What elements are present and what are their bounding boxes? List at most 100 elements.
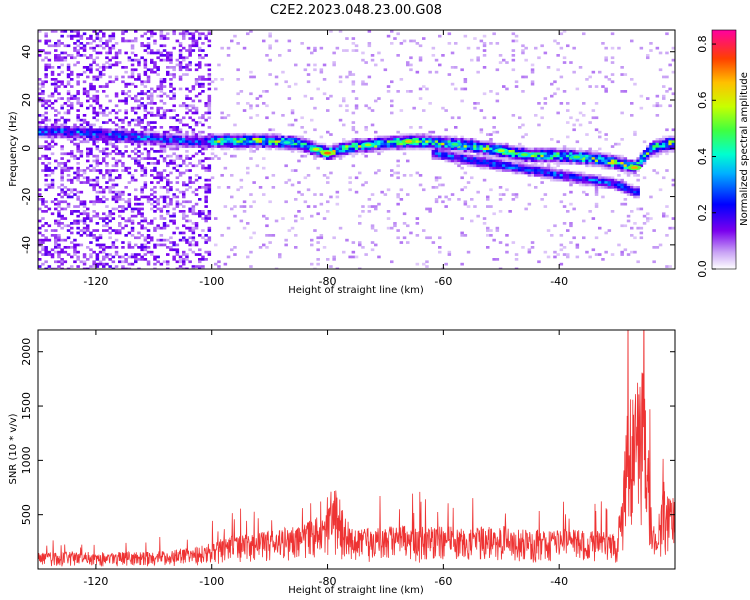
spectrogram-cell [239,90,244,93]
spectrogram-cell [665,169,669,172]
spectrogram-cell [658,243,663,247]
spectrogram-cell [143,126,148,129]
spectrogram-cell [268,58,272,62]
spectrogram-cell [377,142,381,146]
spectrogram-cell [207,82,212,86]
spectrogram-cell [57,128,61,132]
spectrogram-cell [95,90,100,93]
spectrogram-cell [255,138,260,141]
spectrogram-cell [66,130,71,134]
spectrogram-cell [255,145,260,148]
spectrogram-cell [38,130,42,134]
spectrogram-cell [630,169,634,172]
spectrogram-cell [233,205,237,208]
spectrogram-cell [505,157,509,160]
spectrogram-cell [50,73,55,76]
spectrogram-cell [82,114,87,117]
spectrogram-cell [428,130,432,134]
spectrogram-cell [534,152,538,156]
spectrogram-cell [402,133,407,136]
spectrogram-cell [102,111,106,115]
spectrogram-cell [79,212,84,216]
spectrogram-cell [44,200,48,204]
snr-xtick-label: -60 [434,575,452,588]
spectrogram-cell [38,78,42,81]
spectrogram-cell [92,135,96,139]
spectrogram-cell [489,188,493,192]
spectrogram-cell [79,126,84,129]
spectrogram-cell [204,205,208,208]
spectrogram-cell [44,229,48,232]
spectrogram-cell [351,147,356,151]
spectrogram-cell [396,145,400,148]
spectrogram-cell [236,142,240,146]
spectrogram-cell [111,169,116,172]
spectrogram-cell [623,159,628,163]
spectrogram-cell [60,63,64,67]
spectrogram-cell [54,80,58,84]
spectrogram-cell [511,58,516,62]
spectrogram-cell [479,142,484,146]
spectrogram-cell [66,159,71,163]
spectrogram-cell [492,142,496,146]
spectrogram-cell [646,154,650,158]
spectrogram-cell [182,32,186,36]
spectrogram-cell [610,157,615,160]
spectrogram-cell [108,231,112,235]
spectrogram-cell [79,37,84,40]
spectrogram-cell [604,250,608,254]
spectrogram-cell [98,51,103,55]
spectrogram-cell [159,37,164,40]
spectrogram-cell [226,46,231,50]
spectrogram-cell [546,66,551,69]
spectrogram-cell [102,147,106,151]
spectrogram-cell [92,61,96,64]
spectrogram-cell [198,214,202,218]
spectrogram-cell [578,66,583,69]
spectrogram-cell [38,241,42,244]
spectrogram-cell [284,80,288,84]
spectrogram-cell [591,116,596,120]
spectrogram-cell [41,162,45,165]
spectrogram-cell [124,39,128,43]
spectrogram-cell [204,147,208,151]
spectrogram-cell [134,133,138,136]
spectrogram-cell [550,234,554,237]
spectrogram-cell [406,63,410,67]
spectrogram-cell [70,190,74,194]
spectrogram-cell [370,109,375,112]
spectrogram-cell [633,169,637,172]
spectrogram-cell [188,219,192,223]
spectrogram-cell [294,198,298,201]
spectrogram-cell [662,138,666,141]
spectrogram-cell [399,133,404,136]
spectrogram-cell [108,188,112,192]
spectrogram-cell [185,106,189,110]
spectrogram-cell [44,178,48,182]
spectrogram-cell [162,198,167,201]
spectrogram-cell [620,188,624,192]
spectrogram-cell [169,236,173,240]
spectrogram-cell [130,234,135,237]
spectrogram-cell [505,250,509,254]
spectrogram-cell [543,174,548,177]
spectrogram-cell [108,51,112,55]
spectrogram-cell [422,262,426,266]
spectrogram-cell [153,63,157,67]
spectrogram-cell [66,138,71,141]
spectrogram-cell [550,169,554,172]
spectrogram-cell [450,138,455,141]
spectrogram-cell [54,135,58,139]
spectrogram-cell [114,162,119,165]
spectrogram-cell [146,102,151,105]
spectrogram-cell [130,226,135,230]
spectrogram-cell [105,255,109,259]
spectrogram-cell [66,80,71,84]
spectrogram-cell [95,190,100,194]
spectrogram-cell [319,135,324,139]
spectrogram-cell [178,174,183,177]
spectrogram-cell [159,226,164,230]
spectrogram-cell [76,30,80,33]
spectrogram-cell [175,126,180,129]
spectrogram-cell [66,34,71,38]
